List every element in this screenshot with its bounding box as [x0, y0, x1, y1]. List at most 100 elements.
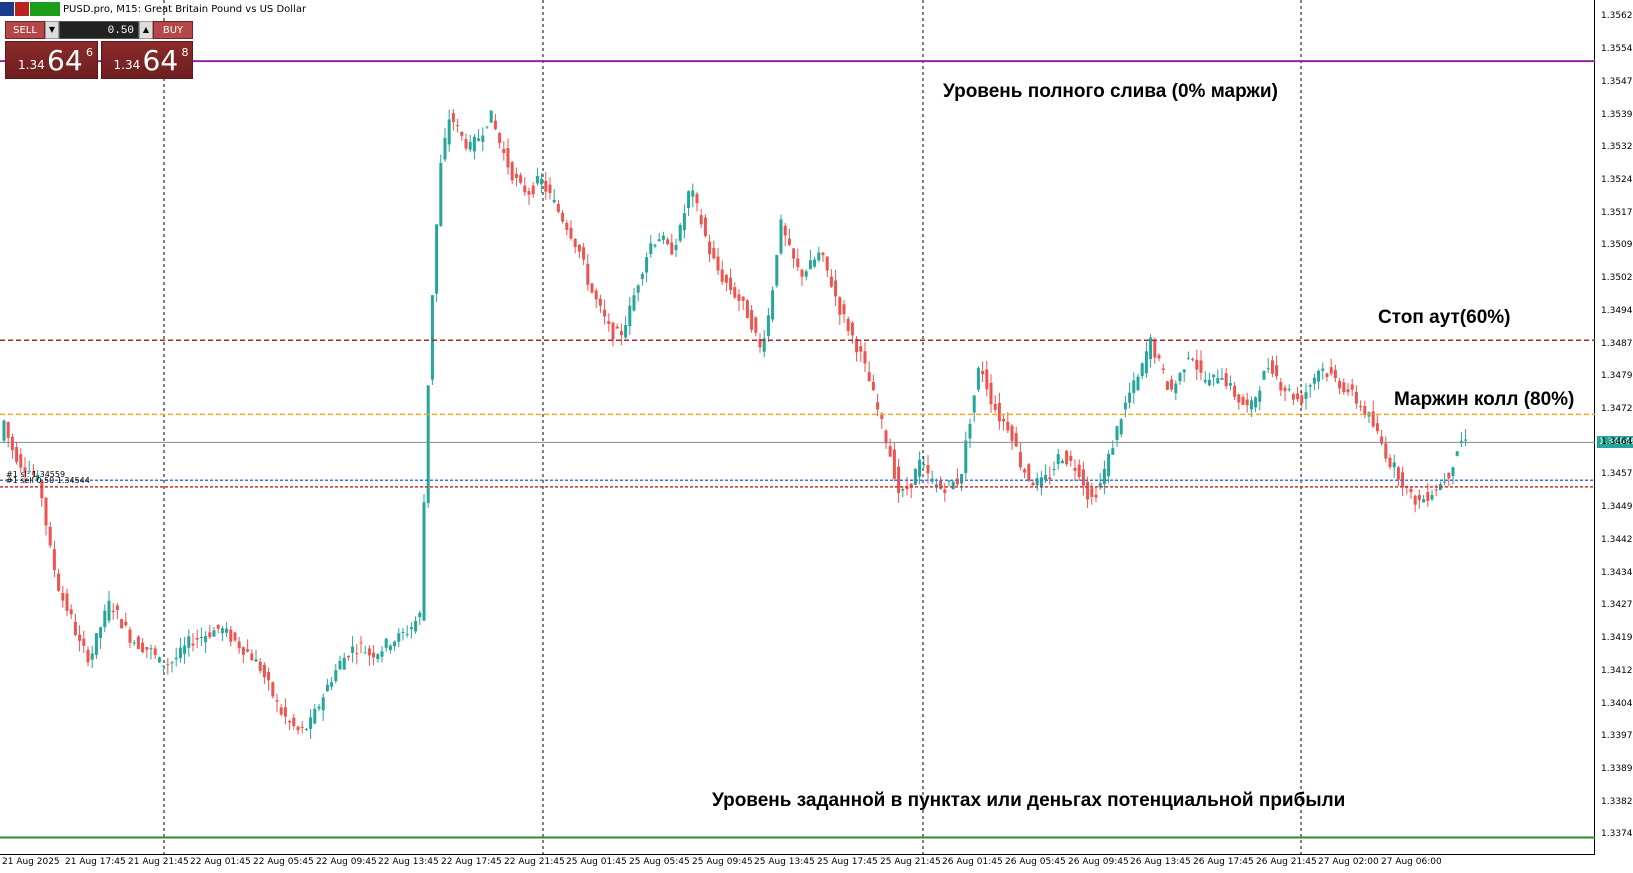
candle-body [1128, 392, 1132, 403]
candle-body [779, 219, 783, 254]
candle-body [61, 593, 65, 601]
candle-body [1237, 394, 1241, 403]
candle-body [430, 295, 434, 380]
time-axis-label: 25 Aug 21:45 [880, 857, 941, 867]
candle-body [103, 610, 107, 628]
candle-body [1140, 363, 1144, 377]
candle-body [401, 632, 405, 634]
candle-body [153, 648, 157, 655]
candle-body [351, 646, 355, 653]
lot-input[interactable]: 0.50 [59, 21, 139, 39]
candle-body [729, 277, 733, 290]
candle-body [10, 436, 14, 451]
candle-body [313, 708, 317, 724]
candle-body [69, 609, 73, 615]
candle-body [2, 420, 6, 441]
time-axis-label: 26 Aug 05:45 [1005, 857, 1066, 867]
candle-body [724, 275, 728, 283]
candle-body [1443, 481, 1447, 483]
candle-body [1317, 370, 1321, 382]
candle-body [808, 260, 812, 270]
candle-body [792, 248, 796, 259]
candle-body [502, 148, 506, 154]
candle-body [246, 649, 250, 652]
candle-body [65, 593, 69, 611]
price-chart[interactable] [0, 0, 1595, 855]
candle-body [477, 138, 481, 141]
candle-body [439, 162, 443, 226]
price-axis-label: 1.34120 [1601, 665, 1633, 676]
candle-body [99, 627, 103, 639]
buy-price-sup: 8 [181, 46, 189, 59]
time-axis-label: 26 Aug 13:45 [1130, 857, 1191, 867]
candle-body [540, 178, 544, 185]
stop-out-annotation: Стоп аут(60%) [1378, 307, 1511, 328]
price-axis-label: 1.35245 [1601, 175, 1633, 186]
candle-body [40, 480, 44, 499]
candle-body [993, 403, 997, 410]
candle-body [1069, 455, 1073, 461]
price-axis-label: 1.33895 [1601, 763, 1633, 774]
buy-price-box[interactable]: 1.34 64 8 [100, 41, 193, 79]
candle-body [52, 549, 56, 571]
candle-body [262, 664, 266, 678]
candle-body [1144, 351, 1148, 374]
candle-body [1304, 392, 1308, 399]
candle-body [1388, 457, 1392, 467]
candle-body [82, 638, 86, 646]
candle-body [531, 185, 535, 195]
candle-body [1283, 387, 1287, 392]
sell-price-box[interactable]: 1.34 64 6 [5, 41, 98, 79]
candle-body [145, 647, 149, 650]
buy-button[interactable]: BUY [153, 21, 193, 39]
candle-body [481, 135, 485, 142]
price-axis-label: 1.34795 [1601, 371, 1633, 382]
candle-body [1186, 357, 1190, 359]
candle-body [624, 325, 628, 338]
candle-body [204, 636, 208, 643]
candle-body [195, 637, 199, 640]
sell-price-small: 1.34 [18, 58, 45, 72]
candle-body [922, 464, 926, 466]
candle-body [1312, 377, 1316, 384]
candle-body [1077, 464, 1081, 477]
candle-body [523, 185, 527, 193]
candle-body [456, 125, 460, 127]
candle-body [544, 180, 548, 192]
candle-body [321, 697, 325, 711]
candle-body [506, 148, 510, 168]
candle-body [73, 621, 77, 636]
sell-button[interactable]: SELL [5, 21, 45, 39]
price-axis-label: 1.33970 [1601, 731, 1633, 742]
lot-decrease-icon[interactable]: ▼ [45, 21, 59, 39]
candle-body [250, 653, 254, 661]
candle-body [737, 294, 741, 301]
candle-body [918, 459, 922, 477]
candle-body [871, 381, 875, 391]
time-axis-label: 21 Aug 21:45 [128, 857, 189, 867]
candle-body [1220, 377, 1224, 380]
candle-body [15, 447, 19, 463]
candle-body [909, 483, 913, 488]
candle-body [372, 652, 376, 658]
price-axis-label: 1.34645 [1601, 436, 1633, 447]
candle-body [1111, 448, 1115, 455]
candle-body [972, 395, 976, 413]
candle-body [405, 633, 409, 635]
candle-body [880, 414, 884, 419]
candle-body [1241, 396, 1245, 405]
candle-body [1396, 467, 1400, 480]
candle-body [237, 641, 241, 649]
candle-body [1417, 495, 1421, 501]
candle-body [120, 619, 124, 629]
chart-area[interactable] [0, 0, 1595, 855]
candle-body [716, 256, 720, 271]
time-axis-label: 25 Aug 09:45 [692, 857, 753, 867]
candle-body [447, 119, 451, 145]
candle-body [1279, 382, 1283, 391]
candle-body [527, 191, 531, 195]
candle-body [1354, 391, 1358, 404]
candle-body [569, 227, 573, 239]
lot-increase-icon[interactable]: ▲ [139, 21, 153, 39]
candle-body [1451, 467, 1455, 476]
